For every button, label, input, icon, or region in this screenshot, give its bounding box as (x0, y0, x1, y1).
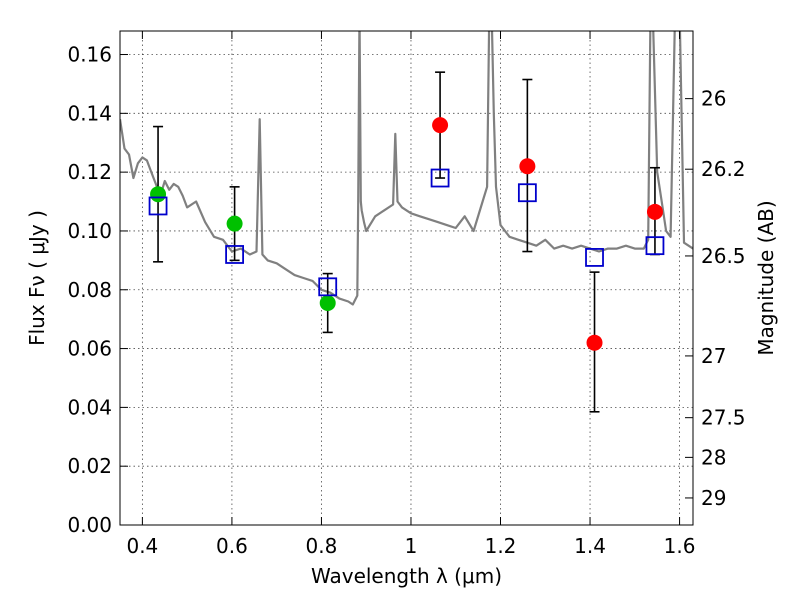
x-tick-label: 0.6 (216, 534, 248, 558)
y2-tick-label: 29 (701, 486, 726, 510)
x-tick-label: 0.8 (306, 534, 338, 558)
x-tick-label: 1 (405, 534, 418, 558)
model-photometry-square (645, 236, 665, 256)
x-tick-label: 1.4 (574, 534, 606, 558)
y-tick-label: 0.12 (67, 160, 112, 184)
y-tick-label: 0.10 (67, 219, 112, 243)
y2-tick-label: 26.5 (701, 244, 746, 268)
y2-tick-label: 26 (701, 87, 726, 111)
x-tick-label: 1.2 (485, 534, 517, 558)
model-photometry-square (517, 183, 537, 203)
model-photometry-square (225, 245, 245, 264)
y-axis-label: Flux Fν ( μJy ) (25, 210, 49, 346)
measured-point-red (519, 158, 536, 175)
y-tick-label: 0.04 (67, 395, 112, 419)
model-sed-line (120, 31, 693, 306)
y-tick-label: 0.16 (67, 43, 112, 67)
measured-point-green (150, 186, 167, 203)
y-tick-label: 0.02 (67, 454, 112, 478)
model-photometry-square (430, 168, 450, 188)
measured-point-green (319, 294, 336, 311)
x-tick-label: 0.4 (126, 534, 158, 558)
y2-axis-label: Magnitude (AB) (754, 200, 778, 355)
measured-point-red (432, 117, 449, 134)
y2-tick-label: 27.5 (701, 406, 746, 430)
model-photometry-square (585, 248, 604, 267)
y2-tick-label: 26.2 (701, 157, 746, 181)
measured-point-red (586, 334, 603, 351)
y-tick-label: 0.00 (67, 513, 112, 537)
x-tick-label: 1.6 (664, 534, 696, 558)
model-photometry-square (318, 277, 338, 297)
plot-frame (119, 30, 694, 526)
y-tick-label: 0.08 (67, 278, 112, 302)
model-photometry-square (148, 196, 168, 216)
measured-point-red (646, 203, 663, 220)
y2-tick-label: 28 (701, 445, 726, 469)
y2-tick-label: 27 (701, 344, 726, 368)
measured-point-green (226, 215, 243, 232)
ticks: 0.4 0.6 0.8 1 1.2 1.4 1.6 0.00 0.02 0.04 0.06 0.08 0… (67, 31, 746, 558)
x-axis-label: Wavelength λ (μm) (311, 564, 502, 588)
y-tick-label: 0.06 (67, 337, 112, 361)
plot-area (120, 31, 693, 413)
y-tick-label: 0.14 (67, 101, 112, 125)
